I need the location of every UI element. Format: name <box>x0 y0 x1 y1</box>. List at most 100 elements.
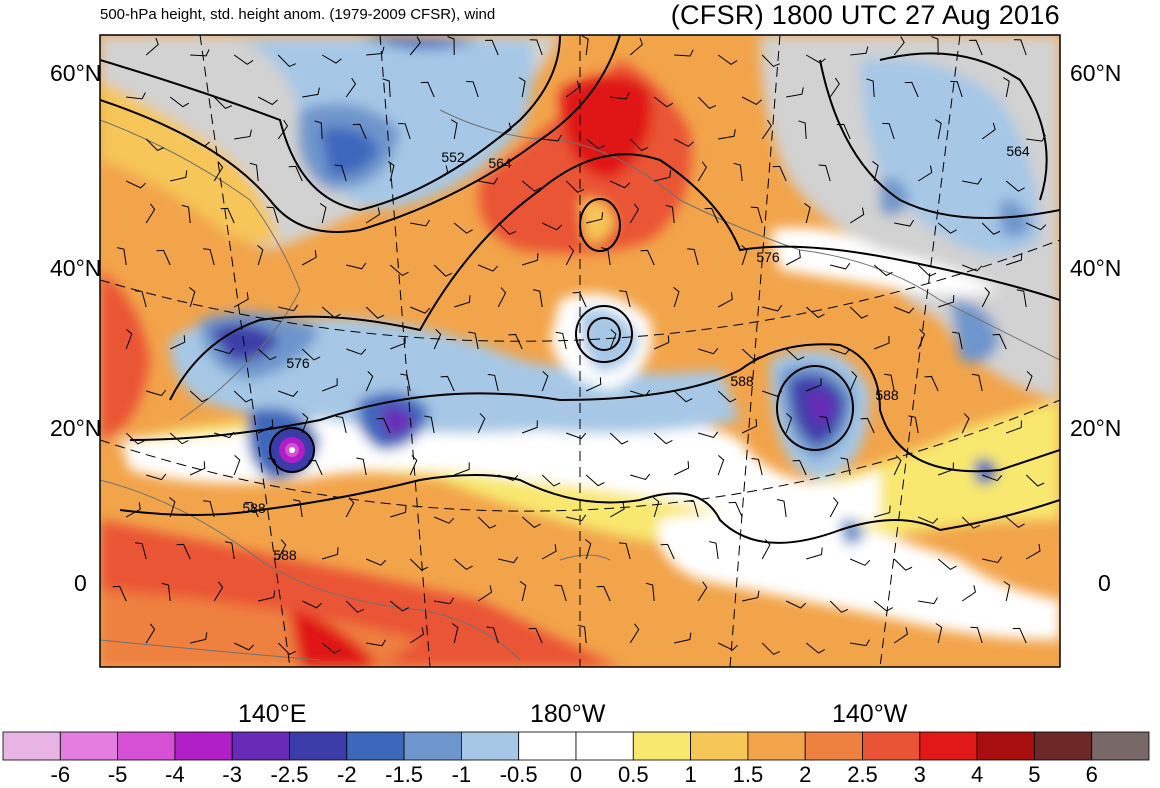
wind-barb <box>528 627 543 644</box>
wind-barb <box>873 264 893 277</box>
wind-barb <box>762 304 783 312</box>
wind-barb <box>146 473 167 481</box>
wind-barb <box>565 245 575 266</box>
wind-barb <box>189 390 209 403</box>
wind-barb <box>335 415 347 434</box>
contour-label: 576 <box>756 249 780 265</box>
wind-barb <box>924 375 939 392</box>
wind-barb <box>145 138 165 151</box>
wind-barb <box>772 165 787 182</box>
wind-barb <box>640 249 655 266</box>
wind-barb <box>937 222 957 234</box>
contour-label: 552 <box>441 149 465 165</box>
wind-barb <box>410 219 431 227</box>
colorbar-swatch <box>919 731 978 761</box>
contour-label: 588 <box>273 547 297 563</box>
wind-barb <box>629 623 640 644</box>
wind-barb <box>673 461 690 476</box>
wind-barb <box>665 204 675 224</box>
wind-barb <box>365 306 385 319</box>
contour-label: 564 <box>488 155 512 171</box>
wind-barb <box>872 161 879 182</box>
colorbar-swatch <box>231 731 290 761</box>
colorbar-swatch <box>289 731 348 761</box>
wind-barb <box>717 642 739 651</box>
wind-barb <box>508 333 523 350</box>
wind-barb <box>302 87 320 98</box>
wind-barb <box>653 432 673 445</box>
wind-barb <box>619 290 631 308</box>
wind-barb <box>961 413 970 434</box>
wind-barb <box>145 37 159 56</box>
wind-barb <box>1003 77 1010 98</box>
wind-barb <box>257 419 274 434</box>
wind-barb <box>277 539 287 560</box>
wind-barb <box>741 244 748 266</box>
wind-barb <box>541 222 563 231</box>
wind-barb <box>860 417 875 434</box>
wind-barb <box>786 87 804 98</box>
wind-barb <box>962 264 983 272</box>
wind-barb <box>213 161 224 182</box>
wind-barb <box>1005 516 1025 528</box>
wind-barb <box>566 432 587 440</box>
wind-barb <box>220 207 235 224</box>
wind-barb <box>346 348 367 355</box>
wind-barb <box>450 119 458 140</box>
colorbar-tick-label: -6 <box>50 762 71 787</box>
wind-barb <box>934 119 942 140</box>
wind-barb <box>454 295 471 308</box>
contour-label: 576 <box>286 355 310 371</box>
wind-barb <box>981 287 991 308</box>
wind-barb <box>805 54 826 64</box>
colorbar-tick-label: 2.5 <box>847 762 878 787</box>
wind-barb <box>409 558 429 571</box>
wind-barb <box>447 36 455 56</box>
wind-barb <box>257 244 264 266</box>
wind-barb <box>609 328 617 350</box>
wind-barb <box>498 556 519 564</box>
wind-barb <box>169 96 190 108</box>
wind-barb <box>806 378 822 392</box>
wind-barb <box>409 306 431 314</box>
wind-barb <box>609 180 631 189</box>
wind-barb <box>596 585 611 602</box>
wind-barb <box>728 501 743 518</box>
wind-barb <box>718 129 736 140</box>
wind-barb <box>126 92 146 100</box>
wind-barb <box>674 49 694 57</box>
wind-barb <box>169 432 189 445</box>
wind-barb <box>761 119 772 140</box>
wind-barb <box>169 335 186 350</box>
wind-barb <box>894 219 915 227</box>
wind-barb <box>541 474 561 487</box>
wind-barb <box>522 420 538 434</box>
colorbar-tick-label: -1.5 <box>385 762 424 787</box>
wind-barb <box>785 348 805 361</box>
wind-barb <box>840 457 851 476</box>
wind-barb <box>917 165 933 182</box>
wind-barb <box>398 122 411 140</box>
wind-barb <box>1006 253 1023 266</box>
wind-barb <box>321 642 341 654</box>
wind-barb <box>686 500 699 518</box>
wind-barb <box>962 177 983 185</box>
wind-barb <box>704 207 719 224</box>
colorbar-tick-label: 1 <box>684 762 697 787</box>
wind-barb <box>169 496 176 518</box>
lat-label-40n-right: 40°N <box>1070 255 1122 281</box>
wind-barb <box>1025 474 1045 487</box>
wind-barb <box>850 639 870 647</box>
anomaly-field <box>100 35 1060 667</box>
wind-barb <box>203 248 215 266</box>
wind-barb <box>334 164 347 182</box>
wind-barb <box>950 80 963 98</box>
wind-barb <box>935 623 943 644</box>
wind-barb <box>409 36 421 56</box>
wind-barb <box>1016 289 1027 308</box>
wind-barb <box>917 329 926 350</box>
colorbar-swatch <box>346 731 405 761</box>
wind-barb <box>434 597 454 605</box>
colorbar-tick-label: 1.5 <box>732 762 764 787</box>
